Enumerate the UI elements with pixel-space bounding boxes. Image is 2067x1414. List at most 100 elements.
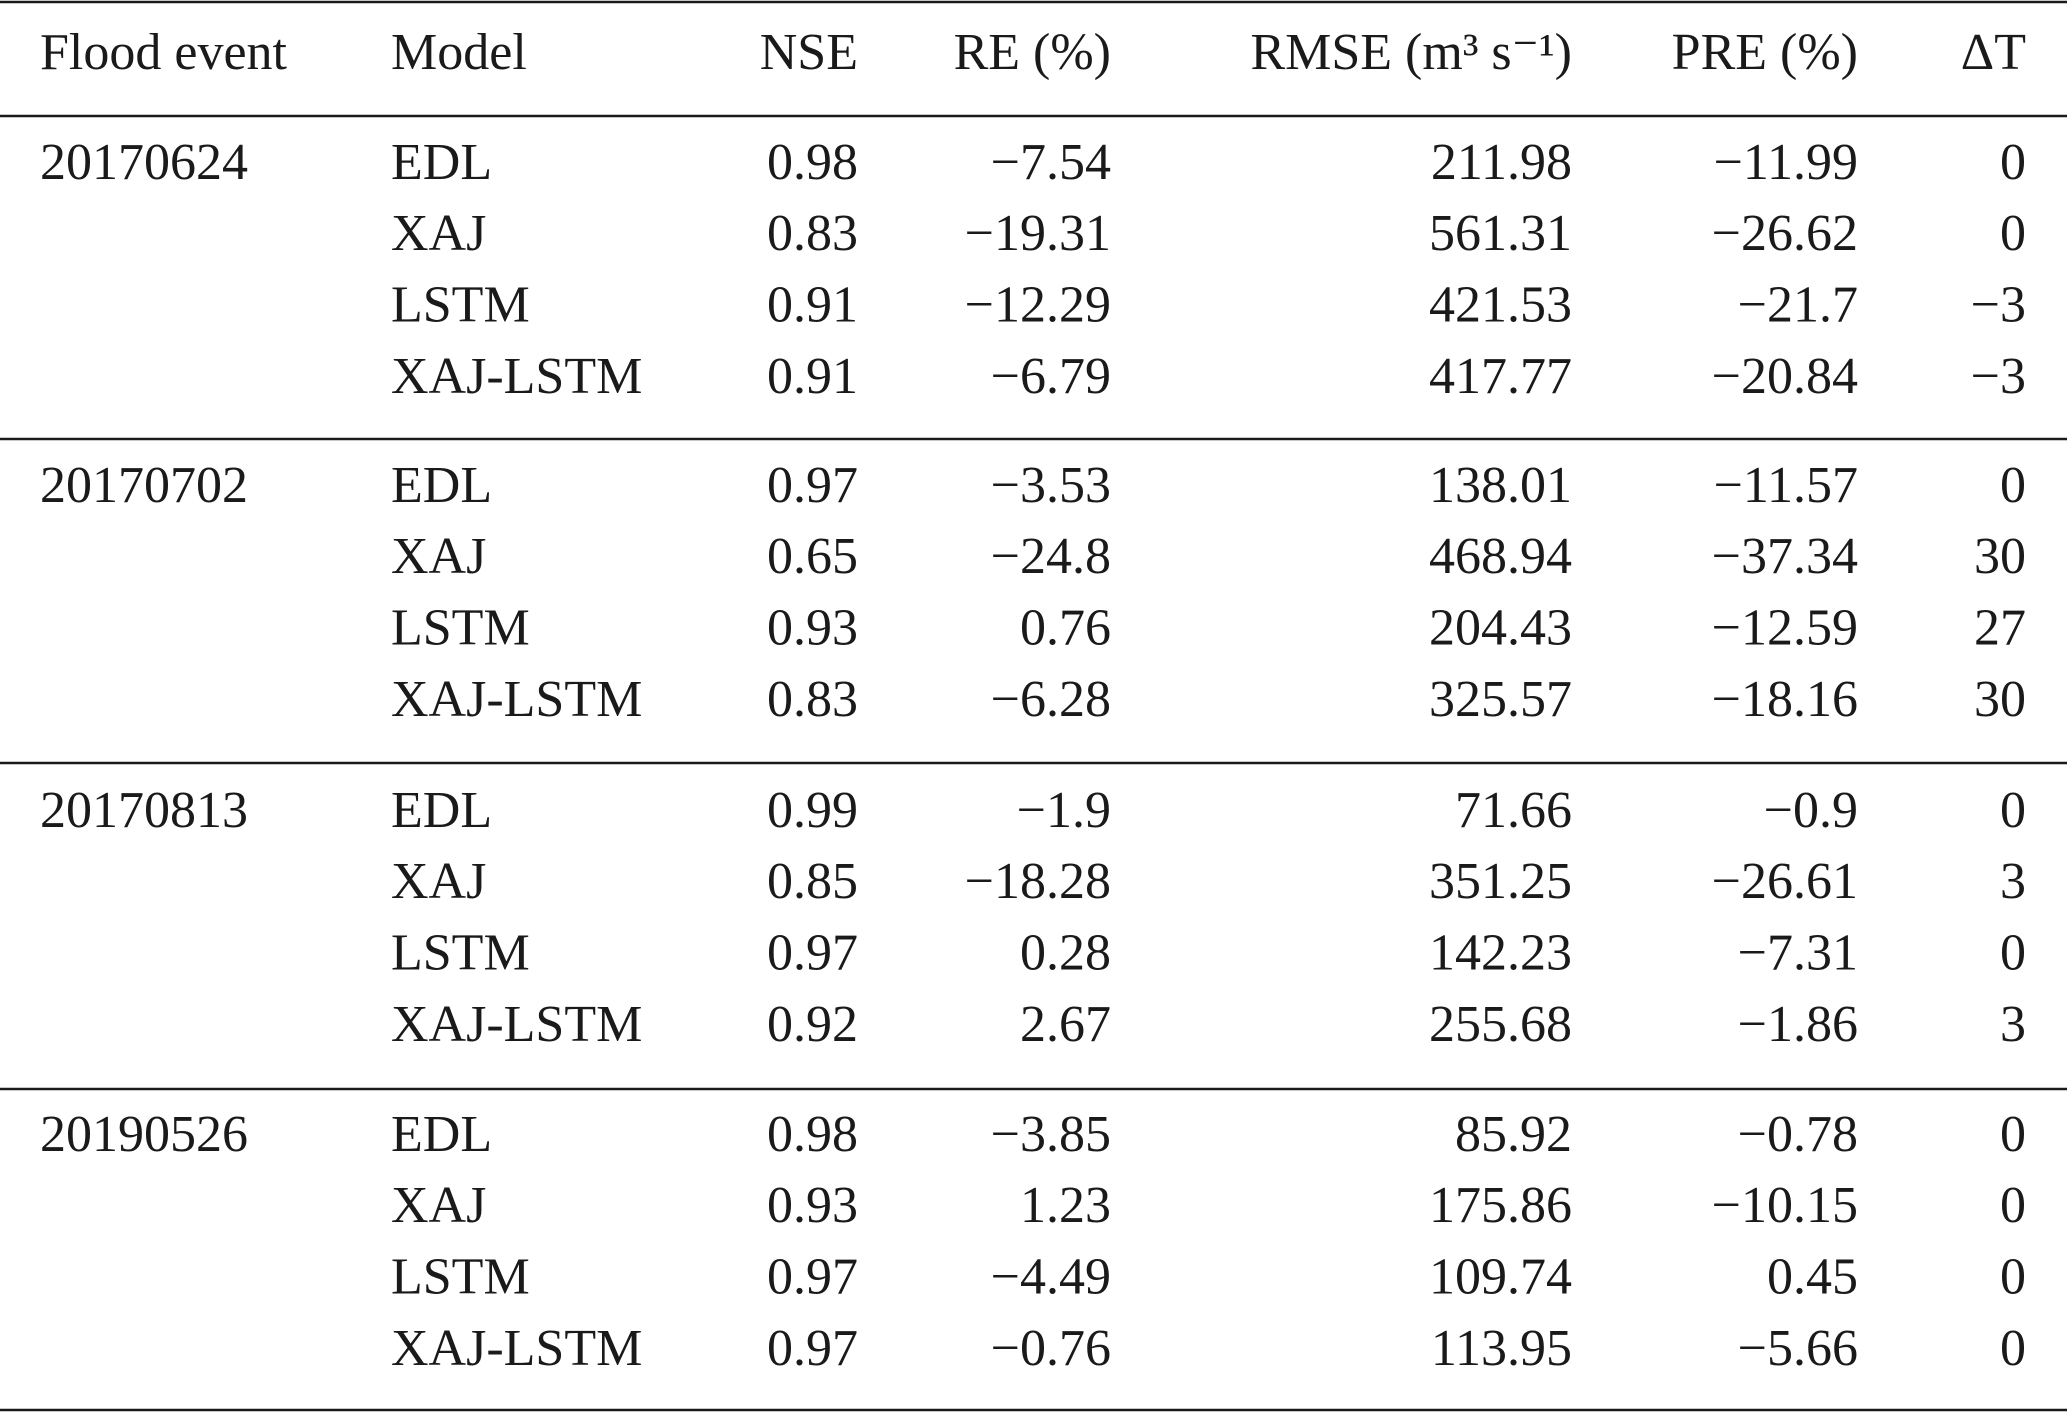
header-cell: Model (391, 24, 527, 81)
value-cell: −3 (1971, 348, 2026, 405)
model-cell: EDL (391, 782, 492, 839)
value-cell: 204.43 (1429, 600, 1572, 657)
model-cell: XAJ (391, 528, 486, 585)
value-cell: −24.8 (991, 528, 1111, 585)
value-cell: 30 (1974, 528, 2026, 585)
value-cell: 0.83 (767, 205, 858, 262)
value-cell: 0.98 (767, 134, 858, 191)
model-cell: LSTM (391, 277, 530, 334)
value-cell: −1.86 (1738, 996, 1858, 1053)
value-cell: −0.78 (1738, 1106, 1858, 1163)
model-cell: XAJ-LSTM (391, 671, 642, 728)
value-cell: −26.61 (1712, 853, 1858, 910)
model-cell: EDL (391, 134, 492, 191)
value-cell: 0 (2000, 1177, 2026, 1234)
value-cell: 0.91 (767, 277, 858, 334)
value-cell: −21.7 (1738, 277, 1858, 334)
value-cell: −0.76 (991, 1320, 1111, 1377)
value-cell: 30 (1974, 671, 2026, 728)
value-cell: 0 (2000, 1106, 2026, 1163)
value-cell: 0 (2000, 782, 2026, 839)
value-cell: 0.93 (767, 1177, 858, 1234)
value-cell: −11.57 (1714, 457, 1858, 514)
model-cell: LSTM (391, 925, 530, 982)
value-cell: 0.92 (767, 996, 858, 1053)
model-cell: XAJ-LSTM (391, 996, 642, 1053)
value-cell: −11.99 (1714, 134, 1858, 191)
value-cell: 0.97 (767, 1249, 858, 1306)
value-cell: 3 (2000, 853, 2026, 910)
value-cell: 0.98 (767, 1106, 858, 1163)
value-cell: 0.76 (1020, 600, 1111, 657)
value-cell: 0.93 (767, 600, 858, 657)
value-cell: 255.68 (1429, 996, 1572, 1053)
model-cell: XAJ (391, 1177, 486, 1234)
value-cell: −37.34 (1712, 528, 1858, 585)
value-cell: −12.59 (1712, 600, 1858, 657)
header-cell: RE (%) (954, 24, 1111, 81)
value-cell: 0.97 (767, 1320, 858, 1377)
value-cell: 561.31 (1429, 205, 1572, 262)
header-cell: RMSE (m³ s⁻¹) (1250, 24, 1572, 81)
value-cell: 113.95 (1431, 1320, 1572, 1377)
value-cell: 3 (2000, 996, 2026, 1053)
value-cell: −7.31 (1738, 925, 1858, 982)
value-cell: 421.53 (1429, 277, 1572, 334)
value-cell: 85.92 (1455, 1106, 1572, 1163)
value-cell: −20.84 (1712, 348, 1858, 405)
value-cell: −26.62 (1712, 205, 1858, 262)
event-cell: 20170624 (40, 134, 248, 191)
value-cell: 27 (1974, 600, 2026, 657)
value-cell: 175.86 (1429, 1177, 1572, 1234)
value-cell: 0.28 (1020, 925, 1111, 982)
header-cell: ΔT (1961, 24, 2026, 81)
value-cell: 0.83 (767, 671, 858, 728)
event-cell: 20170702 (40, 457, 248, 514)
model-cell: XAJ-LSTM (391, 1320, 642, 1377)
value-cell: −3.85 (991, 1106, 1111, 1163)
value-cell: −0.9 (1764, 782, 1858, 839)
value-cell: 0.45 (1767, 1249, 1858, 1306)
value-cell: 0 (2000, 134, 2026, 191)
value-cell: 71.66 (1455, 782, 1572, 839)
value-cell: −6.79 (991, 348, 1111, 405)
value-cell: −12.29 (965, 277, 1111, 334)
value-cell: 351.25 (1429, 853, 1572, 910)
value-cell: 0 (2000, 457, 2026, 514)
value-cell: 138.01 (1429, 457, 1572, 514)
model-cell: LSTM (391, 600, 530, 657)
value-cell: 0 (2000, 1249, 2026, 1306)
value-cell: −4.49 (991, 1249, 1111, 1306)
header-cell: NSE (760, 24, 858, 81)
value-cell: −3.53 (991, 457, 1111, 514)
event-cell: 20190526 (40, 1106, 248, 1163)
header-cell: Flood event (40, 24, 288, 81)
header-cell: PRE (%) (1672, 24, 1858, 81)
value-cell: 211.98 (1431, 134, 1572, 191)
value-cell: −7.54 (991, 134, 1111, 191)
value-cell: 0.65 (767, 528, 858, 585)
event-cell: 20170813 (40, 782, 248, 839)
value-cell: −18.28 (965, 853, 1111, 910)
value-cell: −18.16 (1712, 671, 1858, 728)
value-cell: 468.94 (1429, 528, 1572, 585)
value-cell: 325.57 (1429, 671, 1572, 728)
value-cell: 0.91 (767, 348, 858, 405)
value-cell: 0.99 (767, 782, 858, 839)
value-cell: 0 (2000, 1320, 2026, 1377)
value-cell: 0.97 (767, 925, 858, 982)
value-cell: −3 (1971, 277, 2026, 334)
model-cell: EDL (391, 1106, 492, 1163)
value-cell: 1.23 (1020, 1177, 1111, 1234)
value-cell: −10.15 (1712, 1177, 1858, 1234)
model-cell: LSTM (391, 1249, 530, 1306)
model-cell: XAJ (391, 853, 486, 910)
model-cell: XAJ (391, 205, 486, 262)
value-cell: 2.67 (1020, 996, 1111, 1053)
value-cell: −5.66 (1738, 1320, 1858, 1377)
value-cell: 0 (2000, 925, 2026, 982)
model-cell: EDL (391, 457, 492, 514)
value-cell: 417.77 (1429, 348, 1572, 405)
